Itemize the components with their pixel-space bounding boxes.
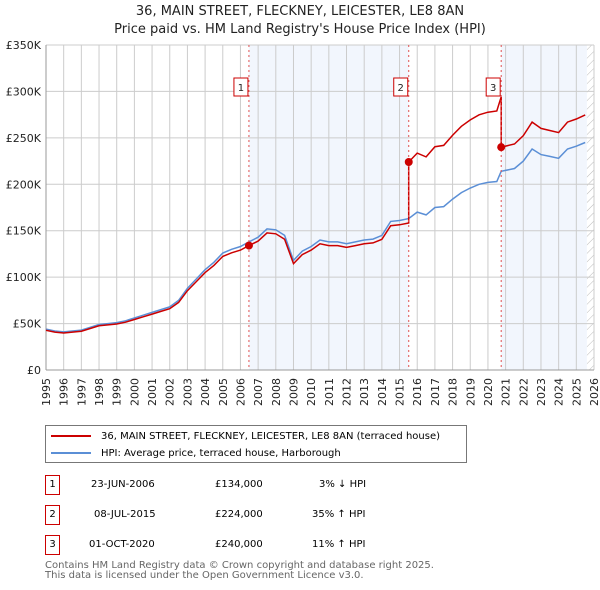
x-tick-label: 2015 [394,378,407,406]
sale-point [497,143,506,152]
x-tick-label: 2012 [341,378,354,406]
x-tick-label: 1999 [111,378,124,406]
legend-label-property: 36, MAIN STREET, FLECKNEY, LEICESTER, LE… [101,430,441,442]
x-tick-label: 2004 [199,378,212,406]
footer-line-1: Contains HM Land Registry data © Crown c… [45,560,434,571]
x-tick-label: 2022 [517,378,530,406]
sale-price: £134,000 [215,479,263,490]
x-tick-label: 2008 [270,378,283,406]
x-tick-label: 1998 [93,378,106,406]
sale-date: 08-JUL-2015 [94,509,156,520]
chart-title: 36, MAIN STREET, FLECKNEY, LEICESTER, LE… [135,4,465,19]
y-tick-label: £100K [6,271,42,284]
x-tick-label: 2001 [146,378,159,406]
x-tick-label: 2005 [217,378,230,406]
sale-label-box [233,77,249,97]
x-tick-label: 1996 [58,378,71,406]
footer-line-2: This data is licensed under the Open Gov… [45,570,364,581]
x-tick-label: 2024 [553,378,566,406]
y-tick-label: £250K [6,132,42,145]
property-line [45,96,586,334]
sale-date: 01-OCT-2020 [89,539,155,550]
legend-item-hpi: HPI: Average price, terraced house, Harb… [46,445,341,461]
x-tick-label: 2009 [287,378,300,406]
footer-attribution: Contains HM Land Registry data © Crown c… [45,561,434,581]
y-tick-label: £350K [6,39,42,52]
y-tick-label: £150K [6,225,42,238]
x-tick-label: 2006 [234,378,247,406]
legend-swatch-property [51,435,91,437]
x-tick-label: 2011 [323,378,336,406]
hpi-line [45,141,586,333]
sale-point [244,241,253,250]
x-tick-label: 2021 [500,378,513,406]
sale-price: £240,000 [215,539,263,550]
x-tick-label: 2023 [535,378,548,406]
sale-price: £224,000 [215,509,263,520]
x-tick-label: 2010 [305,378,318,406]
x-tick-label: 2000 [128,378,141,406]
x-tick-label: 2020 [482,378,495,406]
x-tick-label: 2014 [376,378,389,406]
sale-label: 1 [238,83,244,94]
legend: 36, MAIN STREET, FLECKNEY, LEICESTER, LE… [45,425,467,463]
sale-marker-label: 1 [45,475,60,495]
x-tick-label: 2017 [429,378,442,406]
sale-date: 23-JUN-2006 [91,479,155,490]
x-tick-label: 2016 [411,378,424,406]
x-tick-label: 2019 [464,378,477,406]
legend-label-hpi: HPI: Average price, terraced house, Harb… [101,447,341,459]
plot-area: 1995 1996 1997 1998 1999 2000 2001 2002 2003 2004… [6,39,600,406]
y-tick-label: £300K [6,85,42,98]
x-tick-label: 2025 [570,378,583,406]
sale-marker-label: 3 [45,535,60,555]
x-tick-label: 1995 [40,378,53,406]
x-tick-label: 2013 [358,378,371,406]
sale-hpi-diff: 3% ↓ HPI [319,479,367,490]
sale-marker-label: 2 [45,505,60,525]
sale-hpi-diff: 35% ↑ HPI [312,509,366,520]
sale-label: 2 [398,83,404,94]
x-tick-label: 1997 [75,378,88,406]
y-tick-label: £200K [6,178,42,191]
chart-subtitle: Price paid vs. HM Land Registry's House … [114,22,486,37]
legend-swatch-hpi [51,452,91,454]
legend-item-property: 36, MAIN STREET, FLECKNEY, LEICESTER, LE… [46,428,440,444]
y-tick-label: £0 [27,364,41,377]
sale-hpi-diff: 11% ↑ HPI [312,539,366,550]
sale-label-box [485,77,501,97]
future-hatch [586,45,594,370]
y-tick-label: £50K [13,318,42,331]
sale-label: 3 [490,83,496,94]
x-tick-label: 2003 [181,378,194,406]
x-tick-label: 2026 [588,378,600,406]
x-tick-label: 2002 [164,378,177,406]
x-tick-label: 2007 [252,378,265,406]
sale-point [404,158,413,166]
shaded-period [501,45,587,370]
sale-label-box [393,77,409,97]
x-tick-label: 2018 [447,378,460,406]
